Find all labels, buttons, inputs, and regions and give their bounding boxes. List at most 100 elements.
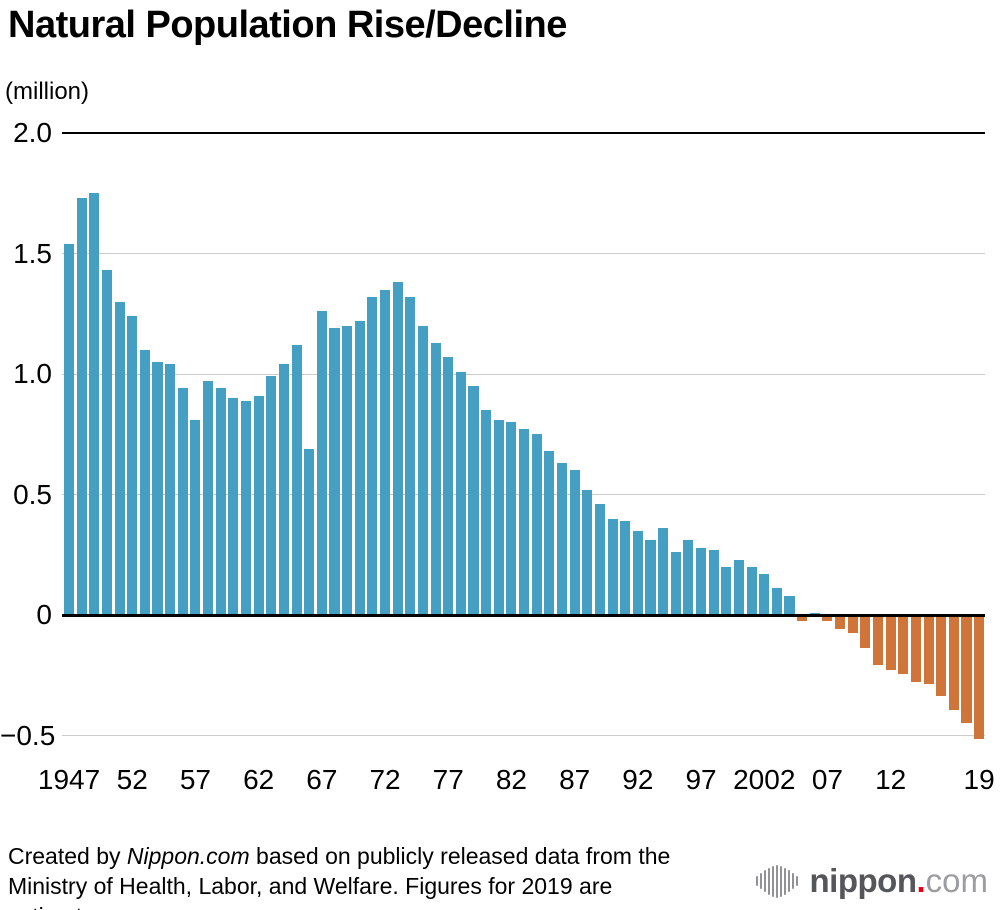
x-tick-label-92: 92 [622,764,654,795]
bar-1976 [430,342,441,615]
bar-1969 [342,325,353,615]
bar-1955 [165,364,176,615]
bar-2017 [948,616,959,711]
bar-1992 [632,530,643,615]
bar-1957 [190,419,201,615]
bar-2019 [974,616,985,740]
source-note-line3: estimates. [8,903,113,910]
bar-1967 [316,311,327,615]
logo-red-dot: . [916,862,926,899]
bar-1985 [544,451,555,615]
bar-1949 [89,193,100,615]
bar-2013 [898,616,909,675]
bar-1963 [266,376,277,615]
bar-1986 [556,463,568,615]
bar-1959 [215,388,226,615]
bar-1988 [582,489,593,615]
x-tick-label-87: 87 [559,764,591,795]
x-tick-label-12: 12 [875,764,907,795]
x-tick-label-67: 67 [306,764,338,795]
bar-1998 [708,549,719,615]
nippon-soundwave-bars-icon [755,864,800,898]
y-tick-label-2.0: 2.0 [13,117,52,148]
bar-1999 [721,566,732,615]
bar-1982 [506,422,517,615]
page-title: Natural Population Rise/Decline [8,4,567,46]
bar-1971 [367,296,378,615]
x-tick-label-77: 77 [432,764,464,795]
bar-1978 [455,371,466,615]
x-tick-label-57: 57 [179,764,212,795]
bar-1972 [380,289,391,615]
bar-1973 [392,282,403,615]
logo-wordmark: nippon [809,862,917,899]
source-note-line1-rest: based on publicly released data from the [249,843,671,869]
bar-1954 [152,361,163,615]
gridline-1.5 [62,253,985,254]
x-tick-label-2002: 2002 [733,764,796,795]
bar-1979 [468,386,479,615]
y-tick-label-0.5: 0.5 [13,478,52,510]
gridline-0 [62,613,985,617]
nippon-com-logo: nippon . com [755,862,988,900]
bar-1948 [76,198,87,615]
bar-2011 [872,616,884,665]
bar-1993 [645,540,656,615]
bar-1964 [278,364,289,615]
bar-2008 [835,616,846,629]
bar-1975 [417,325,428,615]
y-tick-label-−0.5: −0.5 [0,719,56,751]
bar-2016 [936,616,947,697]
bar-2010 [860,616,871,648]
bar-1960 [228,398,239,615]
bar-1958 [203,381,214,615]
bar-2003 [771,588,782,615]
bar-2018 [961,616,972,723]
x-tick-label-07: 07 [811,764,844,795]
source-note-prefix: Created by [8,843,127,869]
bar-1980 [481,410,492,615]
x-tick-label-97: 97 [685,764,717,795]
bar-2004 [784,595,795,615]
bar-1966 [304,448,315,615]
gridline-2.0 [62,132,985,134]
bar-1983 [519,429,530,615]
bar-1994 [658,528,669,615]
bar-2002 [759,574,770,615]
bar-2015 [923,616,934,684]
x-tick-label-19: 19 [963,764,995,795]
source-note-line2: Ministry of Health, Labor, and Welfare. … [8,873,613,899]
x-tick-label-72: 72 [369,764,401,795]
bar-1962 [253,395,264,615]
bar-2009 [847,616,858,634]
bar-1953 [139,349,150,615]
logo-tld: com [925,862,988,899]
bar-2001 [746,566,757,615]
bar-1984 [531,434,542,615]
bar-2012 [885,616,896,670]
y-tick-label-1.0: 1.0 [13,358,52,389]
gridline-1.0 [62,373,985,375]
bar-1981 [493,419,504,615]
bar-1977 [443,357,454,615]
bar-1997 [696,547,707,615]
bar-1951 [114,301,125,615]
bar-1956 [177,388,188,615]
bar-1974 [405,296,416,615]
y-axis-unit-label: (million) [5,78,89,105]
source-note: Created by Nippon.com based on publicly … [8,841,768,910]
x-tick-label-52: 52 [116,764,148,795]
bar-2005 [797,616,808,622]
bar-1961 [240,400,252,615]
bar-1970 [354,320,365,615]
bar-1947 [64,243,75,615]
bar-1989 [594,504,605,615]
y-tick-label-1.5: 1.5 [13,237,52,269]
x-tick-label-82: 82 [495,764,528,795]
source-name: Nippon.com [126,843,250,869]
x-tick-label-1947: 1947 [37,764,101,795]
bar-2014 [910,616,921,682]
y-tick-label-0: 0 [36,599,52,630]
